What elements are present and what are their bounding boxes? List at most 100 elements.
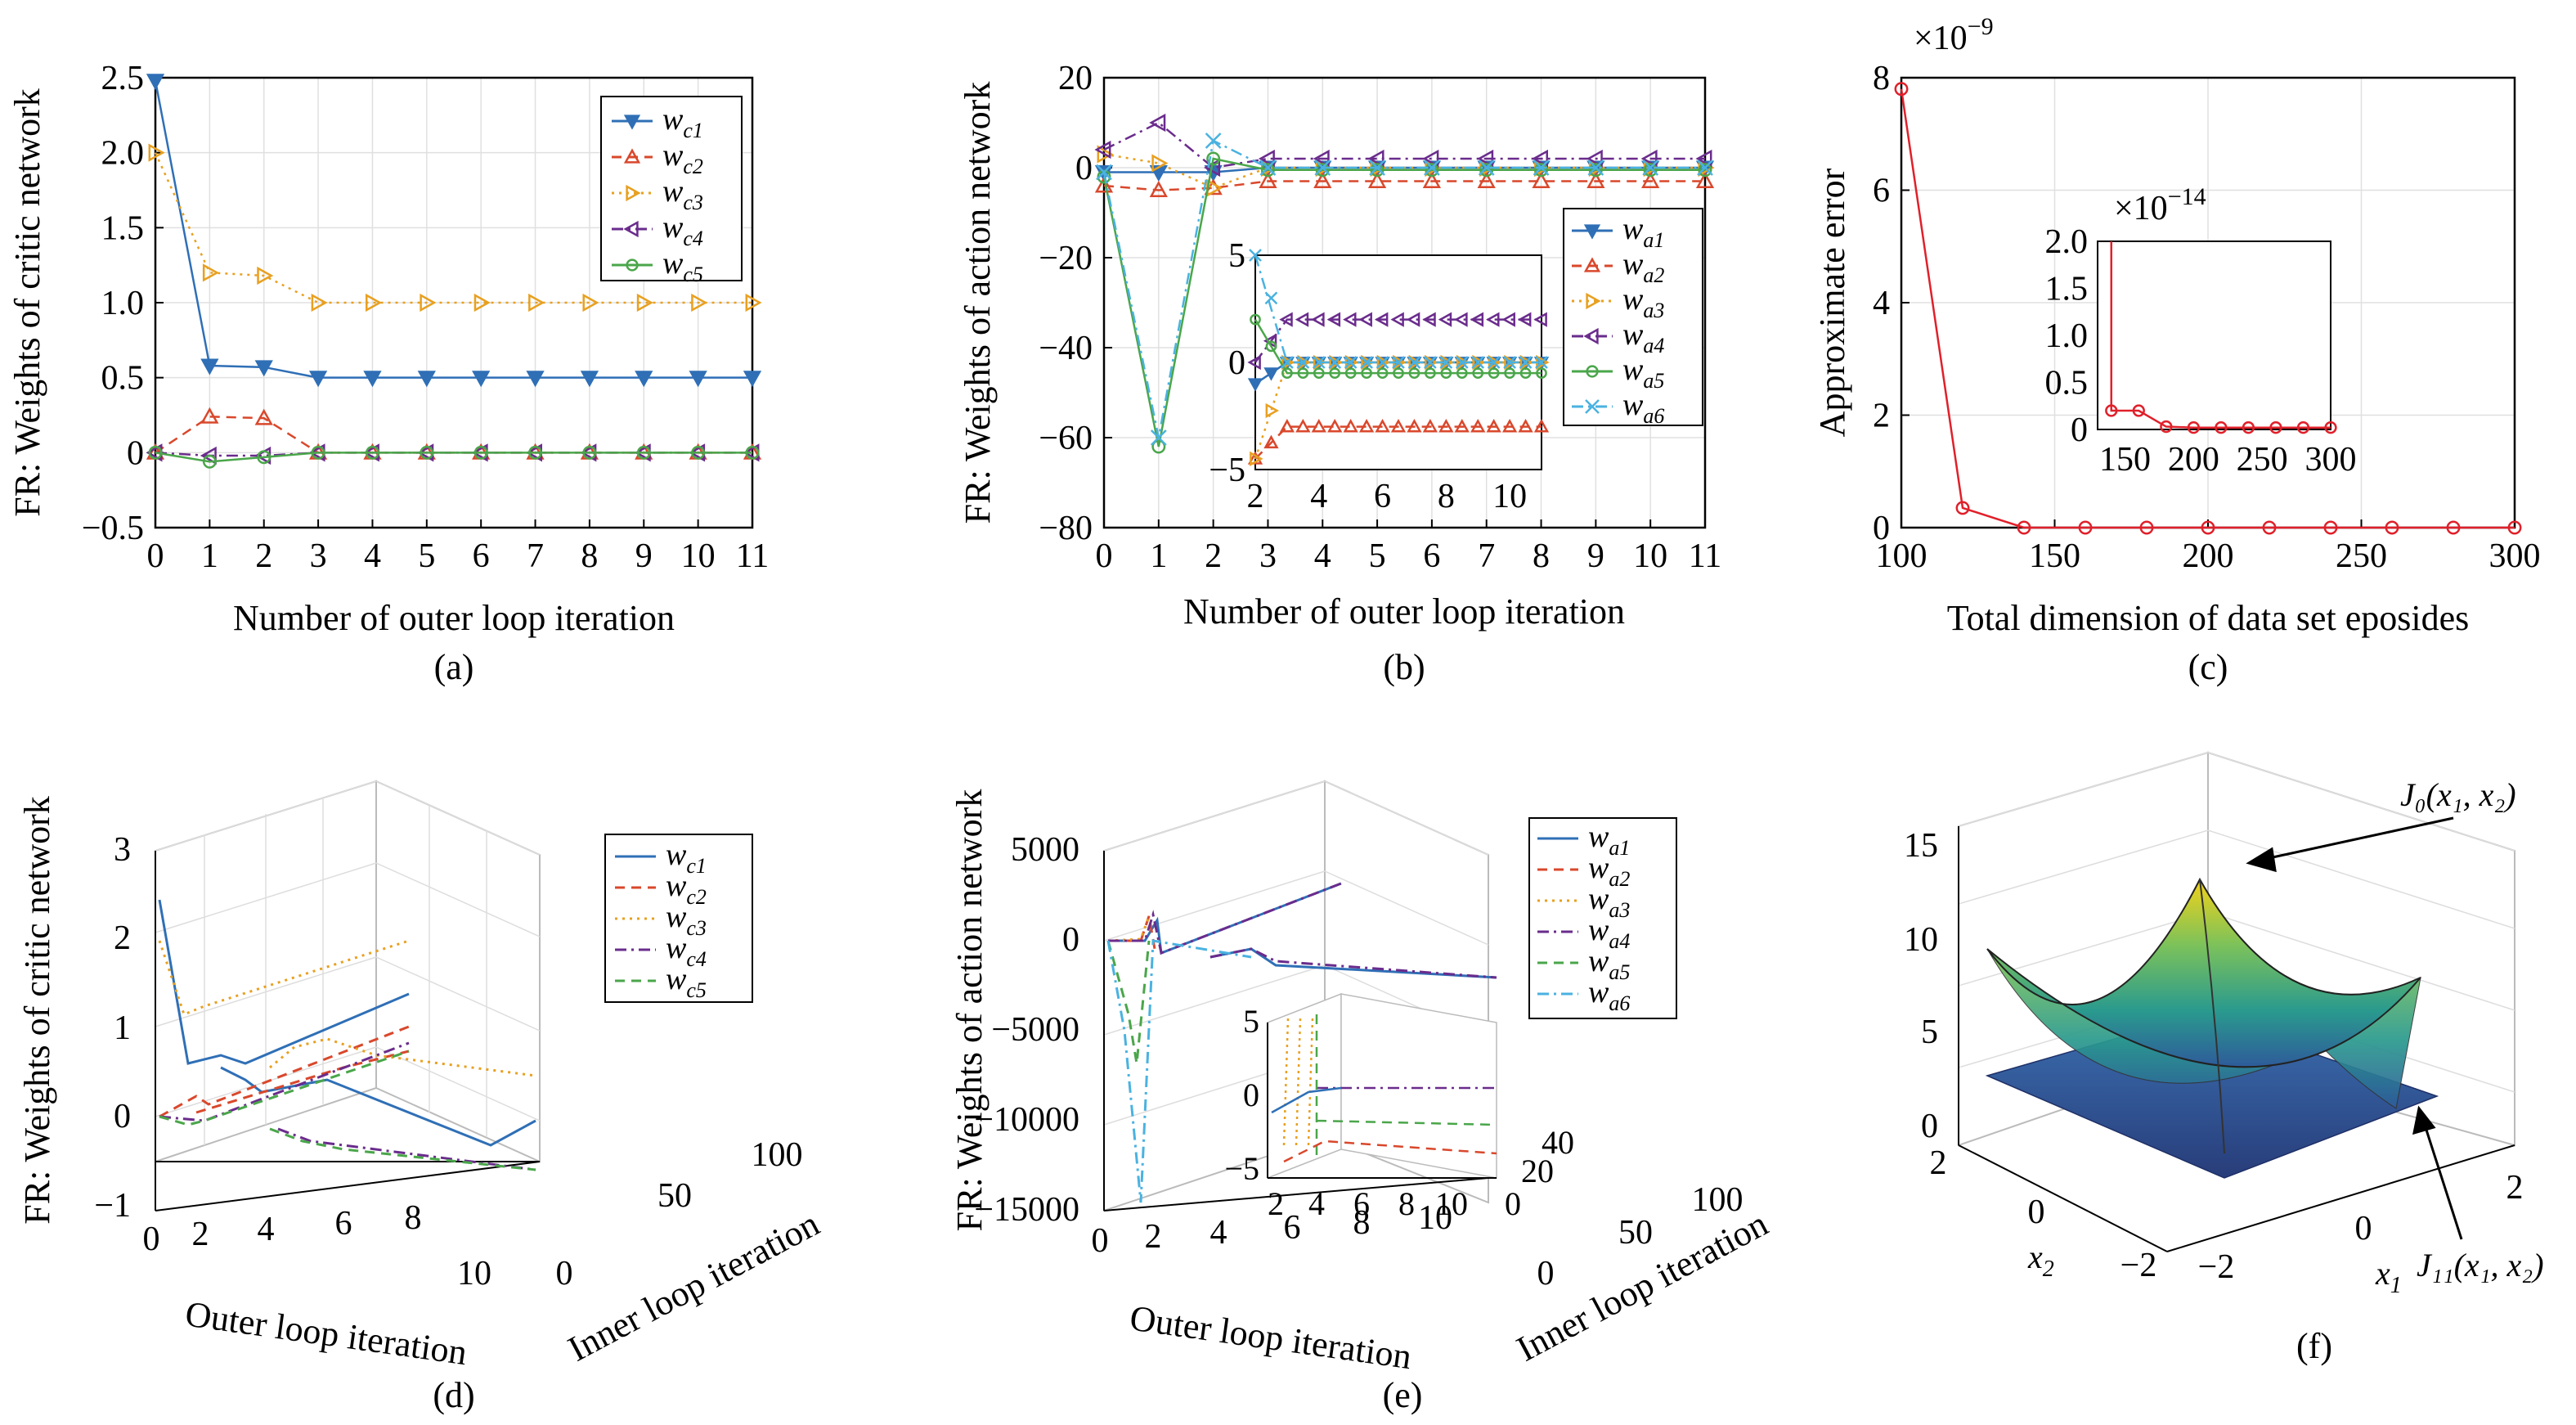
panel-b-inset-point-a4 [1470,312,1484,327]
panel-b-inset-point-a5 [1536,367,1547,379]
panel-b-label: (b) [1383,647,1425,687]
panel-c-point-0 [2078,520,2093,535]
panel-e-inset-y-tick: 20 [1521,1153,1554,1189]
panel-b-inset-point-a6 [1487,356,1501,369]
panel-d-x-ticks: 0 2 4 6 8 10 [143,1199,492,1292]
panel-b-inset-point-a4 [1438,312,1452,327]
panel-f-z-ticks: 15 10 5 0 [1904,827,1938,1145]
panel-b-x-tick-label: 1 [1150,537,1167,575]
panel-c-inset-exponent: ×10−14 [2114,183,2206,227]
panel-a-y-tick-label: 2.5 [101,60,145,97]
panel-c-inset-point [2296,421,2310,434]
panel-b-series-line-a3 [1103,153,1705,190]
panel-b-inset-point-a5 [1265,340,1277,353]
panel-a-legend-sub-c5: c5 [683,263,703,286]
panel-b-point-a2 [1367,171,1387,188]
panel-b-point-a6 [1369,160,1385,176]
panel-c-point-0 [2201,520,2215,535]
panel-b-inset-point-a6 [1439,356,1453,369]
panel-e-series-lines [1106,882,1497,1203]
panel-f-y-label: x2 [2027,1238,2054,1282]
panel-b-inset-point-a3 [1408,354,1423,371]
panel-a-point-c2 [254,408,273,425]
panel-f-j0-label: J₀(x₁, x₂) [2400,776,2516,813]
panel-c-y-label: Approximate error [1812,168,1852,437]
panel-c-point-0 [2323,520,2338,535]
panel-b-inset: 2 4 6 8 10 5 0 −5 [1209,237,1550,515]
panel-f-j11-label: J₁₁(x₁, x₂) [2417,1247,2544,1283]
panel-e-line-wa4 [1108,882,1497,979]
panel-e-z-label: FR: Weights of action network [949,789,990,1232]
panel-a-point-c3 [582,293,599,312]
panel-f-y-ticks: 2 0 −2 [1930,1144,2157,1284]
panel-e-x-tick: 2 [1145,1218,1162,1256]
panel-b-inset-point-a5 [1393,367,1404,379]
panel-b-x-tick-label: 5 [1369,537,1386,575]
panel-e-x-axis [1103,1177,1489,1211]
panel-a-point-c1 [254,360,273,377]
panel-a-y-tick-label: 0.5 [101,360,145,398]
panel-a-legend-marker-c3 [626,184,641,202]
panel-a-legend-marker-c4 [623,220,639,238]
panel-a-legend-label-c3: wc3 [662,174,703,214]
panel-b-point-a4 [1313,149,1330,169]
panel-c-point-0 [1955,501,1970,515]
panel-c-series-line-0 [1900,88,2515,529]
panel-c-y-tick-label: 2 [1873,398,1890,435]
panel-c-inset-x-tick: 200 [2168,441,2219,479]
panel-d-legend-sub-c4: c4 [686,947,707,971]
panel-d-line-wc5 [159,1050,536,1171]
panel-f-x-tick: 2 [2506,1169,2524,1207]
panel-b-inset-point-a6 [1503,356,1516,369]
panel-a-y-tick-label: 0 [127,434,144,472]
panel-c-inset-y-tick: 0.5 [2045,365,2089,402]
panel-b-inset-point-a3 [1250,451,1263,467]
panel-e-inset-z-tick: 0 [1243,1077,1259,1113]
panel-b-inset-point-a2 [1327,419,1343,433]
panel-e-y-tick: 0 [1537,1255,1555,1292]
panel-a-point-c1 [363,371,382,388]
panel-a-point-c5 [636,445,651,460]
panel-b-point-a4 [1367,149,1384,169]
panel-b-inset-point-a4 [1422,312,1436,327]
panel-d-label: (d) [433,1375,474,1415]
panel-b-series-line-a5 [1102,157,1705,447]
panel-a-point-c5 [311,445,325,460]
panel-e-legend-sub-a1: a1 [1609,836,1630,860]
panel-e-legend-sub-a4: a4 [1609,929,1630,953]
panel-a-x-tick-label: 4 [364,537,381,575]
panel-b-inset-point-a2 [1375,419,1390,433]
panel-f-arrowhead-j0 [2246,847,2277,873]
panel-b-inset-point-a2 [1263,434,1279,449]
panel-b-inset-point-a2 [1501,419,1518,433]
panel-c-x-tick-label: 200 [2183,537,2234,575]
panel-b-point-a5 [1588,163,1603,178]
panel-d-legend-label-c3: wc3 [666,900,707,940]
panel-c-inset-exponent-power: −14 [2168,183,2206,210]
panel-c-inset-point [2269,421,2282,434]
panel-e-inset-x-tick: 8 [1398,1185,1415,1222]
panel-e-inset-side [1340,993,1497,1179]
panel-a-x-tick-label: 0 [147,537,164,575]
panel-d-side-wall [375,780,541,1163]
panel-d-line-wc4 [159,1041,536,1171]
panel-f-chart: 15 10 5 0 2 0 −2 −2 0 2 x2 x1 J₁₁(x₁, x₂… [1904,751,2544,1366]
panel-b-inset-point-a2 [1295,419,1311,433]
panel-c-x-tick-label: 150 [2029,537,2080,575]
panel-a-chart: 0 1 2 3 4 5 6 7 8 9 10 112.52.01.51.00.50−0.5wc1wc2… [7,60,769,687]
panel-b-point-a4 [1094,140,1111,160]
panel-e-inset-x-tick: 6 [1353,1185,1370,1222]
panel-c-chart: 100 150 200 250 300 8 6 4 2 0 ×10−9 150 200 250 300 2.0… [1812,13,2541,687]
panel-b-legend-sub-a5: a5 [1643,369,1664,393]
panel-c-y-tick-label: 0 [1873,510,1890,547]
panel-b-inset-point-a3 [1361,354,1375,371]
panel-b-point-a5 [1698,163,1712,178]
panel-b-point-a2 [1695,171,1715,188]
panel-b-x-tick-label: 6 [1423,537,1440,575]
panel-f-surface-j0-ridge [2199,879,2225,1154]
panel-a-legend-sub-c3: c3 [683,191,703,214]
panel-b-inset-y-tick: 5 [1228,237,1245,275]
panel-a-point-c3 [420,293,437,312]
panel-b-point-a4 [1695,149,1712,169]
